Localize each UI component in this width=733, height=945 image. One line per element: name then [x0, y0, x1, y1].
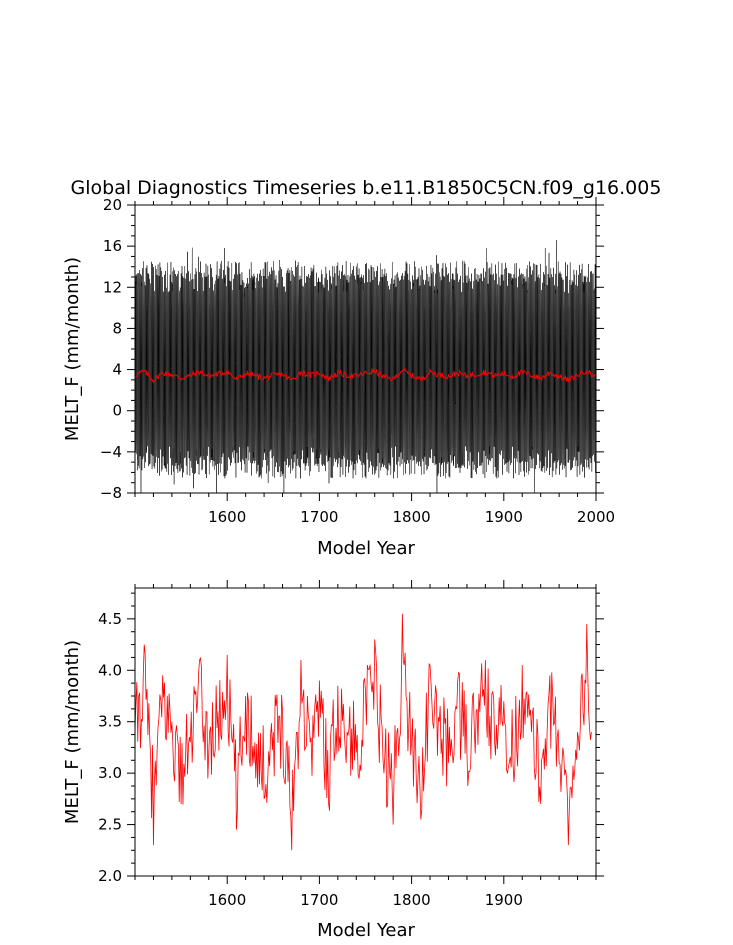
- x-tick-label: 2000: [577, 508, 615, 526]
- x-axis-label: Model Year: [317, 920, 415, 941]
- x-tick-label: 1800: [393, 508, 431, 526]
- y-tick-label: 4: [112, 361, 122, 379]
- y-axis-label: MELT_F (mm/month): [62, 640, 83, 824]
- annual-mean-line: [134, 613, 592, 851]
- annual-mean-line: [134, 367, 597, 384]
- y-tick-label: 3.5: [98, 713, 122, 731]
- y-tick-label: 8: [112, 319, 122, 337]
- x-tick-label: 1600: [208, 891, 246, 909]
- annual-mean-series-red-detail: [134, 613, 592, 851]
- top-chart: Global Diagnostics Timeseries b.e11.B185…: [62, 177, 661, 559]
- bottom-chart: 1600 1700 1800 1900 2.0 2.5 3.0 3.5 4.0 4.5 Model…: [62, 580, 604, 941]
- x-tick-label: 1900: [485, 891, 523, 909]
- y-tick-label: 20: [103, 196, 122, 214]
- plot-frame-bottom: [134, 587, 597, 877]
- y-tick-label: −8: [100, 484, 122, 502]
- y-tick-label: −4: [100, 443, 122, 461]
- top-axis-ticks: 1600 1700 1800 1900 2000 −8 −4 0 4 8 12 16 20: [100, 196, 615, 526]
- bottom-axis-ticks: 1600 1700 1800 1900 2.0 2.5 3.0 3.5 4.0 4.5: [98, 580, 604, 909]
- x-tick-label: 1800: [393, 891, 431, 909]
- y-tick-label: 3.0: [98, 764, 122, 782]
- monthly-series-line: [134, 239, 597, 494]
- y-tick-label: 4.5: [98, 610, 122, 628]
- x-tick-label: 1900: [485, 508, 523, 526]
- x-tick-label: 1700: [300, 508, 338, 526]
- annual-mean-series-red: [134, 367, 597, 384]
- chart-title: Global Diagnostics Timeseries b.e11.B185…: [71, 177, 662, 199]
- y-tick-label: 4.0: [98, 661, 122, 679]
- y-tick-label: 2.0: [98, 867, 122, 885]
- y-tick-label: 12: [103, 278, 122, 296]
- x-tick-label: 1700: [300, 891, 338, 909]
- y-tick-label: 0: [112, 402, 122, 420]
- x-tick-label: 1600: [208, 508, 246, 526]
- y-tick-label: 16: [103, 237, 122, 255]
- x-axis-label: Model Year: [317, 538, 415, 559]
- y-tick-label: 2.5: [98, 816, 122, 834]
- y-axis-label: MELT_F (mm/month): [62, 257, 83, 441]
- monthly-series-black: [134, 239, 597, 494]
